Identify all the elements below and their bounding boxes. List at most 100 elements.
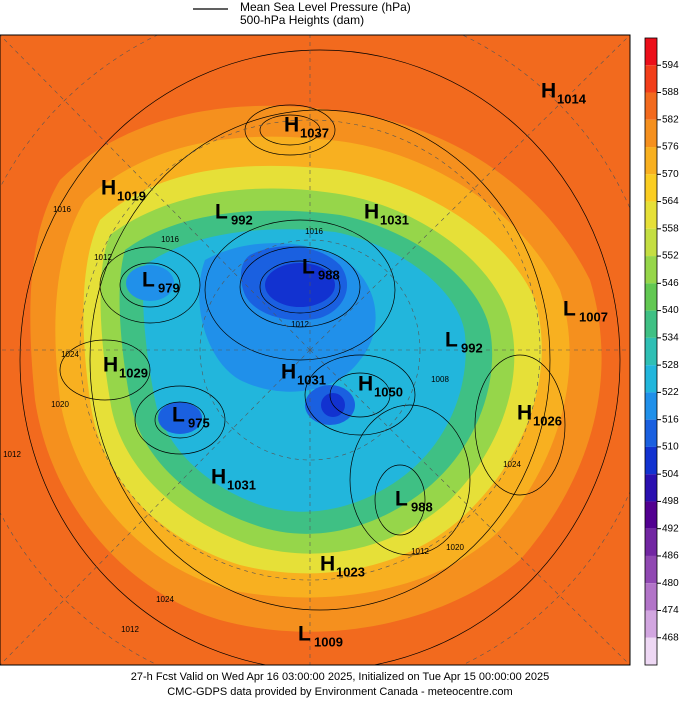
colorbar-band <box>645 310 657 338</box>
colorbar-label: 552 <box>662 251 679 262</box>
graticule <box>0 35 630 665</box>
pressure-center-value: 1026 <box>533 413 562 428</box>
colorbar: 594 588 582 576 570 564 558 552 546 540 534 528 522 5… <box>644 37 679 666</box>
colorbar-label: 588 <box>662 87 679 98</box>
colorbar-band <box>645 446 657 475</box>
colorbar-band <box>645 337 657 366</box>
pressure-center-type: H <box>541 80 556 103</box>
pressure-center-value: 1029 <box>119 365 148 380</box>
colorbar-label: 504 <box>662 469 679 480</box>
colorbar-label: 594 <box>662 60 679 71</box>
isobar-label: 1012 <box>121 625 139 634</box>
pressure-center-type: H <box>101 177 116 200</box>
pressure-center-type: H <box>211 466 226 489</box>
colorbar-label: 540 <box>662 305 679 316</box>
pressure-center-value: 975 <box>188 415 210 430</box>
colorbar-band <box>645 501 657 529</box>
pressure-center-type: H <box>103 354 118 377</box>
colorbar-band <box>645 174 657 202</box>
pressure-center-value: 1014 <box>557 91 587 106</box>
colorbar-band <box>645 528 657 556</box>
colorbar-band <box>645 65 657 93</box>
colorbar-band <box>645 392 657 420</box>
pressure-center-type: L <box>172 404 185 427</box>
isobar-label: 1016 <box>305 227 323 236</box>
colorbar-band <box>645 419 657 447</box>
pressure-center-type: L <box>142 269 155 292</box>
pressure-center-value: 1031 <box>380 212 409 227</box>
colorbar-label: 468 <box>662 632 679 643</box>
colorbar-label: 510 <box>662 442 679 453</box>
colorbar-band <box>645 92 657 120</box>
isobar-label: 1012 <box>291 320 309 329</box>
legend-line-label: Mean Sea Level Pressure (hPa) <box>240 0 411 14</box>
isobar-label: 1012 <box>3 450 21 459</box>
colorbar-label: 576 <box>662 142 679 153</box>
colorbar-band <box>645 228 657 257</box>
isobar-label: 1008 <box>431 375 449 384</box>
colorbar-band <box>645 283 657 311</box>
pressure-center-value: 1023 <box>336 564 365 579</box>
footer-line: 27-h Fcst Valid on Wed Apr 16 03:00:00 2… <box>131 671 550 683</box>
map <box>0 34 631 666</box>
colorbar-band <box>645 38 657 66</box>
pressure-center-value: 1050 <box>374 384 403 399</box>
colorbar-label: 570 <box>662 169 679 180</box>
isobar-label: 1016 <box>53 205 71 214</box>
height-band <box>158 402 202 434</box>
pressure-center-type: H <box>364 201 379 224</box>
colorbar-frame <box>644 37 658 666</box>
pressure-center-value: 988 <box>411 499 433 514</box>
pressure-center-value: 1009 <box>314 634 343 649</box>
colorbar-label: 486 <box>662 551 679 562</box>
pressure-center-type: L <box>445 329 458 352</box>
isobar-label: 1024 <box>61 350 79 359</box>
isobar-label: 1024 <box>503 460 521 469</box>
isobars <box>19 49 621 665</box>
pressure-center-type: H <box>281 361 296 384</box>
colorbar-band <box>645 474 657 502</box>
pressure-center-type: H <box>517 402 532 425</box>
colorbar-label: 534 <box>662 333 679 344</box>
colorbar-label: 516 <box>662 414 679 425</box>
pressure-center-value: 1031 <box>297 372 326 387</box>
colorbar-label: 474 <box>662 605 679 616</box>
colorbar-label: 528 <box>662 360 679 371</box>
pressure-center-value: 1031 <box>227 477 256 492</box>
colorbar-label: 546 <box>662 278 679 289</box>
pressure-center-type: L <box>563 298 576 321</box>
pressure-center-type: H <box>284 114 299 137</box>
pressure-center-value: 1019 <box>117 188 146 203</box>
height-band <box>126 265 174 301</box>
height-band <box>265 263 335 307</box>
isobar-label: 1024 <box>156 595 174 604</box>
colorbar-band <box>645 610 657 638</box>
pressure-center-type: L <box>395 488 408 511</box>
colorbar-band <box>645 583 657 611</box>
pressure-center-type: H <box>320 553 335 576</box>
pressure-center-value: 988 <box>318 267 340 282</box>
colorbar-band <box>645 256 657 284</box>
pressure-center-value: 1007 <box>579 309 608 324</box>
legend-fill-label: 500-hPa Heights (dam) <box>240 13 364 27</box>
isobar-label: 1020 <box>51 400 69 409</box>
colorbar-label: 480 <box>662 578 679 589</box>
colorbar-label: 492 <box>662 523 679 534</box>
map-frame <box>0 34 631 666</box>
colorbar-label: 582 <box>662 114 679 125</box>
colorbar-label: 564 <box>662 196 679 207</box>
pressure-center-value: 992 <box>461 340 483 355</box>
colorbar-band <box>645 555 657 584</box>
isobar-label: 1012 <box>411 547 429 556</box>
footer-line: CMC-GDPS data provided by Environment Ca… <box>167 686 512 698</box>
isobar-label: 1012 <box>94 253 112 262</box>
colorbar-label: 522 <box>662 387 679 398</box>
pressure-center-value: 992 <box>231 212 253 227</box>
colorbar-band <box>645 365 657 393</box>
pressure-center-value: 1037 <box>300 125 329 140</box>
isobar-label: 1016 <box>161 235 179 244</box>
colorbar-label: 558 <box>662 223 679 234</box>
pressure-center-type: H <box>358 373 373 396</box>
colorbar-label: 498 <box>662 496 679 507</box>
